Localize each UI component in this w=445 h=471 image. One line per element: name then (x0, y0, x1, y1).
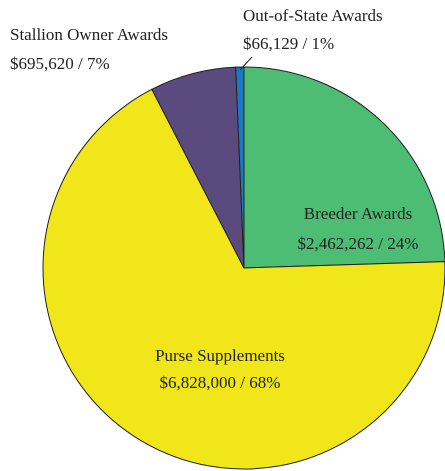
slice-label: Purse Supplements (155, 346, 285, 365)
slice-value-label: $66,129 / 1% (243, 34, 334, 53)
slice-value-label: $2,462,262 / 24% (298, 234, 419, 253)
pie-slice (243, 66, 445, 269)
leader-line (239, 56, 253, 71)
slice-label: Out-of-State Awards (243, 6, 383, 25)
slice-label: Breeder Awards (304, 204, 412, 223)
pie-slice (235, 66, 245, 269)
slice-label: Stallion Owner Awards (10, 25, 168, 44)
slice-value-label: $695,620 / 7% (10, 54, 110, 73)
slice-value-label: $6,828,000 / 68% (160, 373, 281, 392)
pie-slice (42, 88, 445, 470)
